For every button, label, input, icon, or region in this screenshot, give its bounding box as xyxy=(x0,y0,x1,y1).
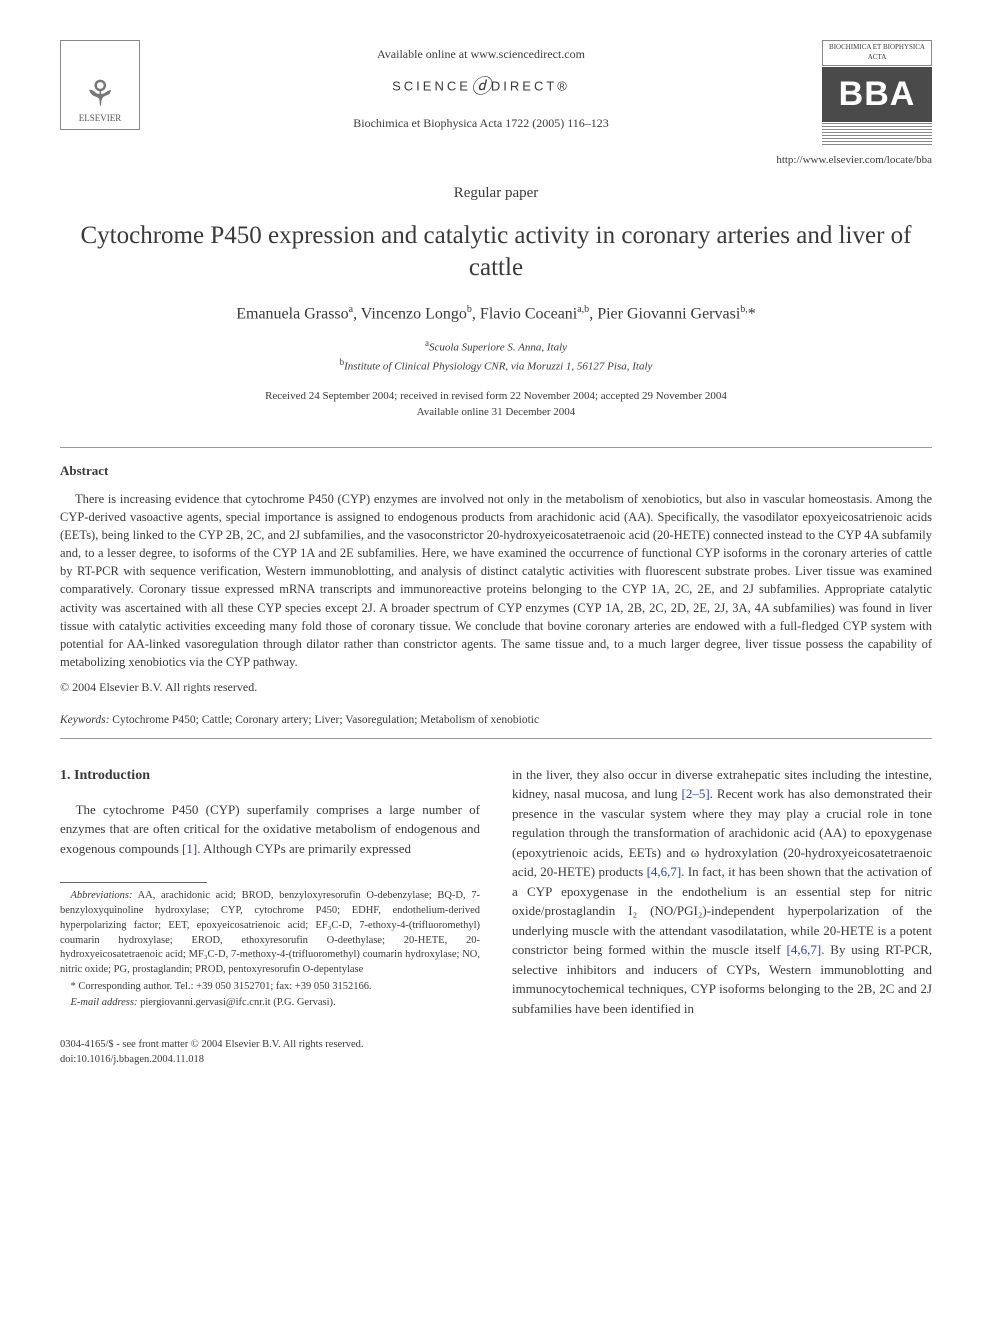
journal-reference: Biochimica et Biophysica Acta 1722 (2005… xyxy=(140,115,822,132)
abbrev-label: Abbreviations: xyxy=(71,890,133,901)
ref-link-467b[interactable]: [4,6,7] xyxy=(787,942,822,957)
header-center: Available online at www.sciencedirect.co… xyxy=(140,40,822,132)
email-text: piergiovanni.gervasi@ifc.cnr.it (P.G. Ge… xyxy=(137,997,335,1008)
paper-title: Cytochrome P450 expression and catalytic… xyxy=(60,220,932,285)
bba-top-label: BIOCHIMICA ET BIOPHYSICA ACTA xyxy=(822,40,932,66)
authors-line: Emanuela Grassoa, Vincenzo Longob, Flavi… xyxy=(60,303,932,326)
abbrev-text: AA, arachidonic acid; BROD, benzyloxyres… xyxy=(60,890,480,974)
bba-logo: BIOCHIMICA ET BIOPHYSICA ACTA BBA xyxy=(822,40,932,145)
affiliation-a: aScuola Superiore S. Anna, Italy xyxy=(60,337,932,356)
dates-received: Received 24 September 2004; received in … xyxy=(60,388,932,405)
abstract-heading: Abstract xyxy=(60,462,932,480)
intro-paragraph-right: in the liver, they also occur in diverse… xyxy=(512,765,932,1019)
footnote-corresponding: * Corresponding author. Tel.: +39 050 31… xyxy=(60,980,480,995)
divider-bottom xyxy=(60,738,932,739)
header-row: ⚘ ELSEVIER Available online at www.scien… xyxy=(60,40,932,145)
sciencedirect-logo: SCIENCEⓓDIRECT® xyxy=(140,73,822,101)
two-column-body: 1. Introduction The cytochrome P450 (CYP… xyxy=(60,765,932,1019)
footnotes-block: Abbreviations: AA, arachidonic acid; BRO… xyxy=(60,889,480,1011)
intro-paragraph-left: The cytochrome P450 (CYP) superfamily co… xyxy=(60,800,480,859)
bba-main-label: BBA xyxy=(822,67,932,123)
footnote-abbreviations: Abbreviations: AA, arachidonic acid; BRO… xyxy=(60,889,480,977)
ref-link-2-5[interactable]: [2–5] xyxy=(681,786,709,801)
footnote-email: E-mail address: piergiovanni.gervasi@ifc… xyxy=(60,996,480,1011)
column-right: in the liver, they also occur in diverse… xyxy=(512,765,932,1019)
sciencedirect-d-icon: ⓓ xyxy=(471,76,491,98)
bottom-info: 0304-4165/$ - see front matter © 2004 El… xyxy=(60,1038,932,1067)
divider-top xyxy=(60,447,932,448)
abstract-copyright: © 2004 Elsevier B.V. All rights reserved… xyxy=(60,679,932,696)
affiliations: aScuola Superiore S. Anna, Italy bInstit… xyxy=(60,337,932,375)
locate-url: http://www.elsevier.com/locate/bba xyxy=(60,153,932,168)
elsevier-label: ELSEVIER xyxy=(79,112,122,125)
dates-block: Received 24 September 2004; received in … xyxy=(60,388,932,421)
front-matter-line: 0304-4165/$ - see front matter © 2004 El… xyxy=(60,1038,932,1053)
column-left: 1. Introduction The cytochrome P450 (CYP… xyxy=(60,765,480,1019)
elsevier-logo: ⚘ ELSEVIER xyxy=(60,40,140,130)
bba-stripes-icon xyxy=(822,123,932,145)
ref-link-467a[interactable]: [4,6,7] xyxy=(647,864,682,879)
sciencedirect-right: DIRECT® xyxy=(491,78,570,93)
abstract-body: There is increasing evidence that cytoch… xyxy=(60,490,932,671)
keywords-line: Keywords: Cytochrome P450; Cattle; Coron… xyxy=(60,712,932,728)
intro-heading: 1. Introduction xyxy=(60,765,480,786)
intro-text-2: . Although CYPs are primarily expressed xyxy=(197,841,411,856)
keywords-label: Keywords: xyxy=(60,714,109,726)
affiliation-b: bInstitute of Clinical Physiology CNR, v… xyxy=(60,356,932,375)
dates-available: Available online 31 December 2004 xyxy=(60,404,932,421)
sciencedirect-left: SCIENCE xyxy=(392,78,471,93)
doi-line: doi:10.1016/j.bbagen.2004.11.018 xyxy=(60,1053,932,1068)
affil-text-b: Institute of Clinical Physiology CNR, vi… xyxy=(344,361,652,373)
footnotes-divider xyxy=(60,882,207,883)
available-online-text: Available online at www.sciencedirect.co… xyxy=(140,46,822,63)
affil-text-a: Scuola Superiore S. Anna, Italy xyxy=(429,342,567,354)
paper-type: Regular paper xyxy=(60,183,932,204)
keywords-text: Cytochrome P450; Cattle; Coronary artery… xyxy=(109,714,539,726)
elsevier-tree-icon: ⚘ xyxy=(84,76,116,112)
email-label: E-mail address: xyxy=(71,997,138,1008)
ref-link-1[interactable]: [1] xyxy=(182,841,197,856)
